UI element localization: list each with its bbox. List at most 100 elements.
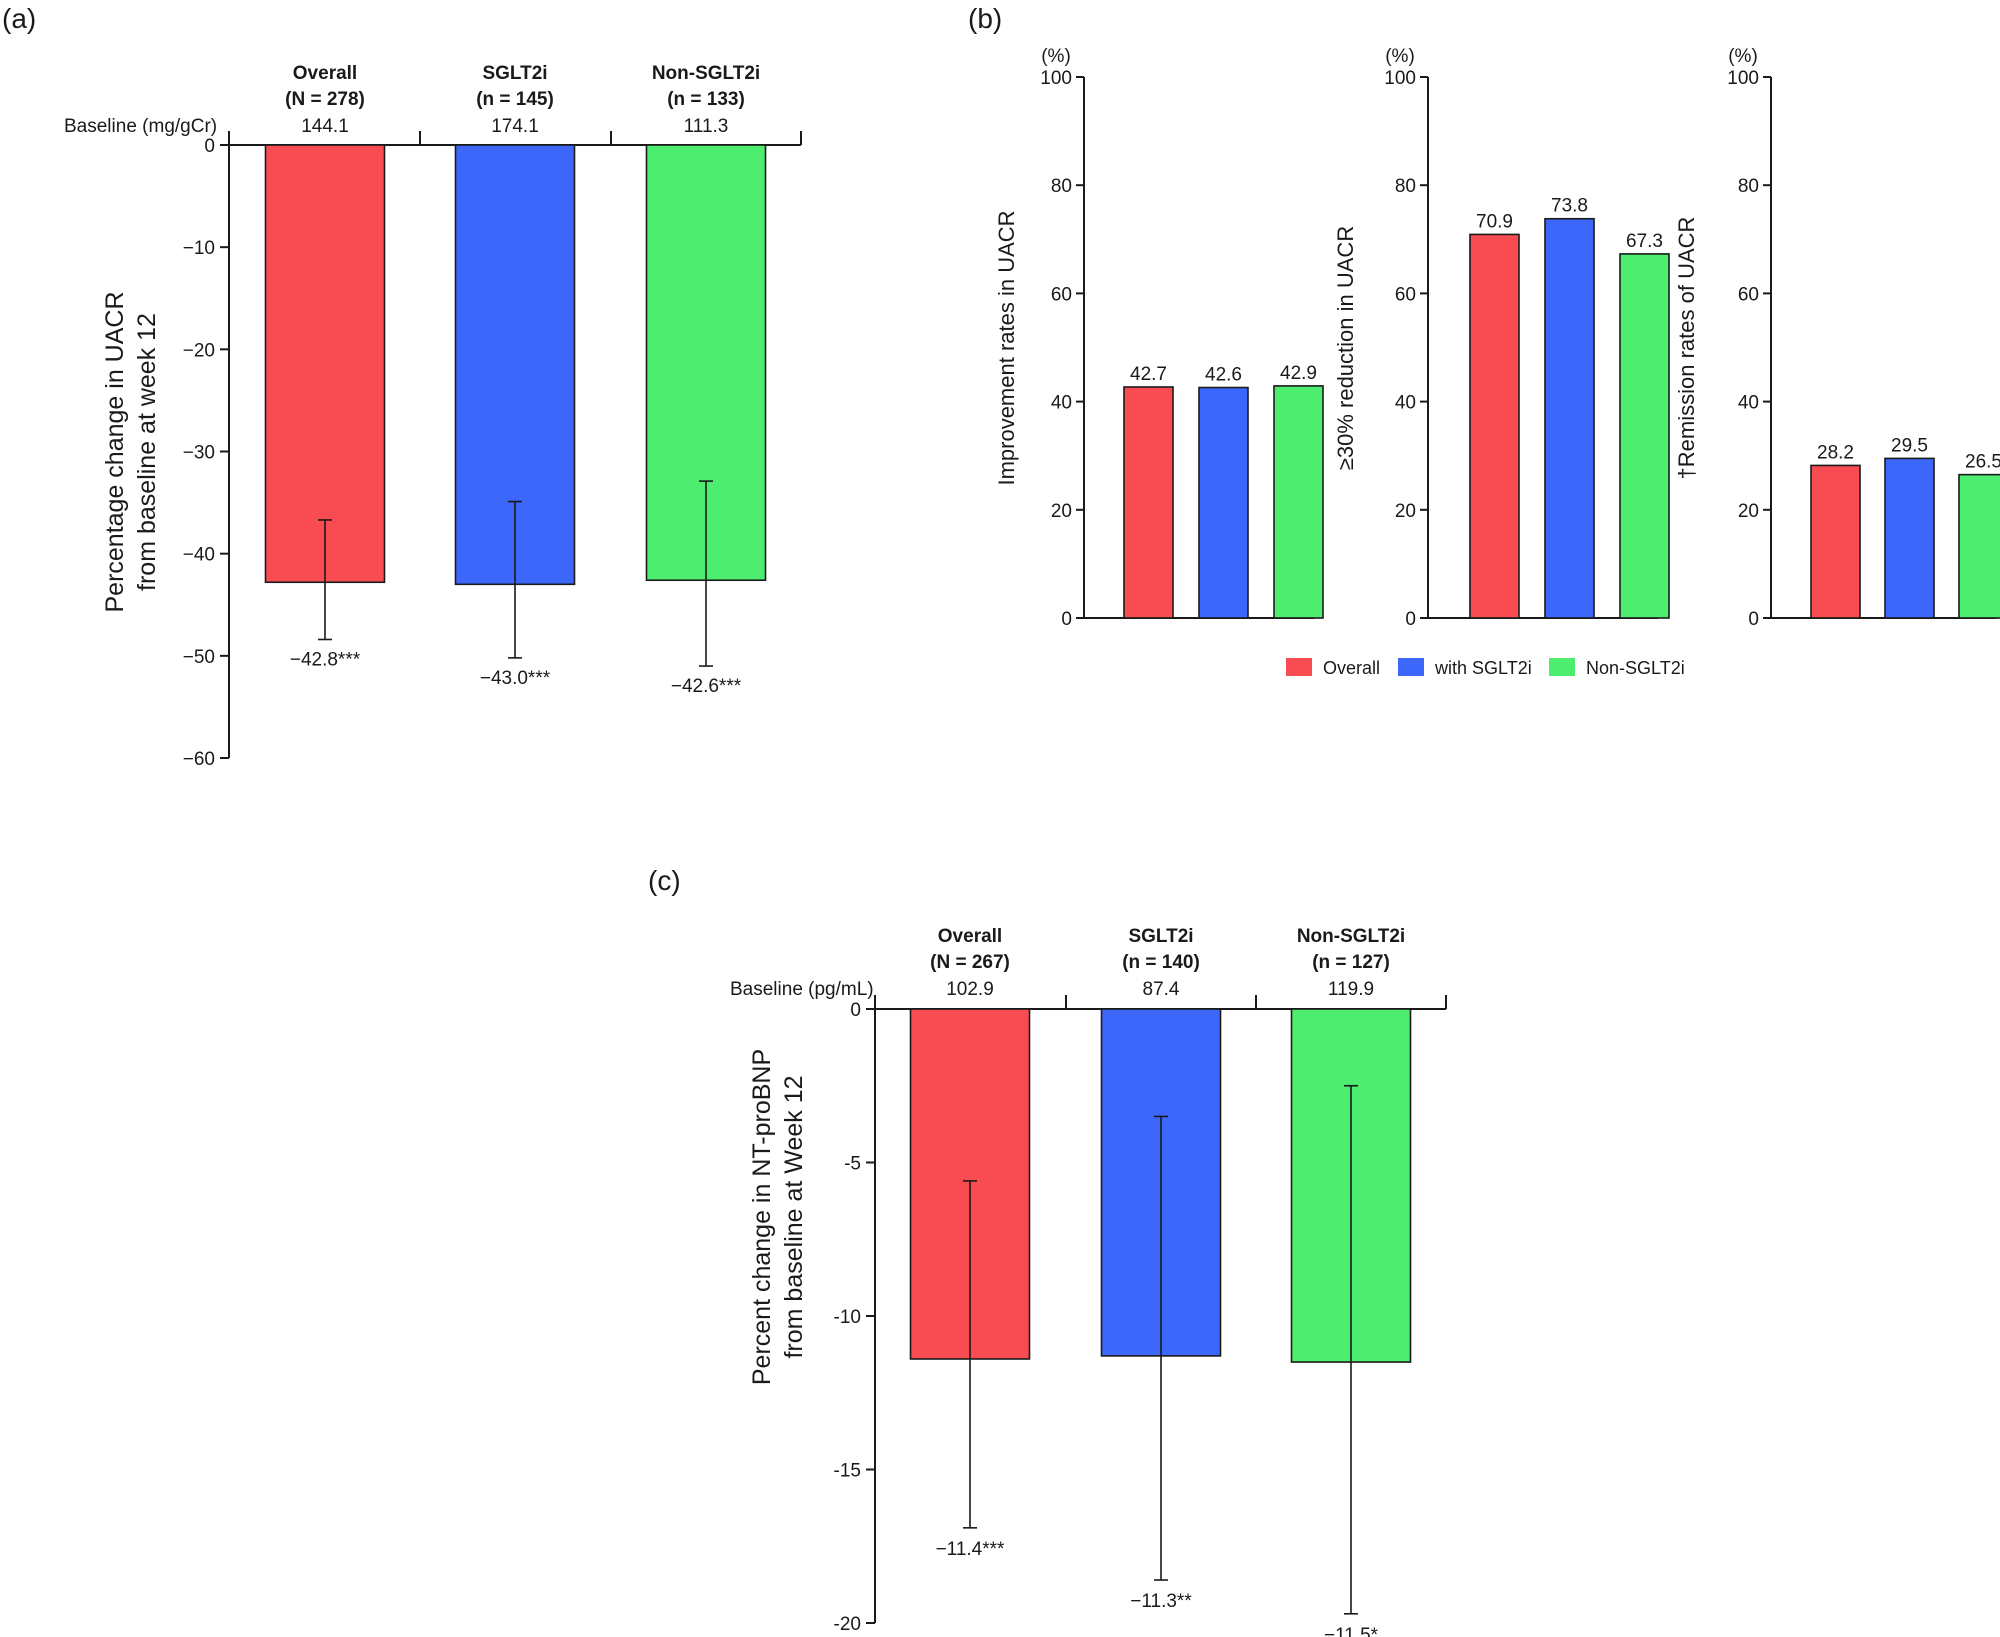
c-group-name-non-sglt2i: Non-SGLT2i: [1297, 926, 1405, 947]
b-unit-label: (%): [1041, 46, 1071, 67]
b-bar-3-overall: [1810, 464, 1861, 619]
a-group-name-overall: Overall: [293, 63, 357, 84]
legend-swatch-overall: [1286, 658, 1312, 676]
c-baseline-sglt2i: 87.4: [1143, 979, 1180, 1000]
panel-b-legend: Overall with SGLT2i Non-SGLT2i: [1286, 658, 1685, 678]
c-baseline-non-sglt2i: 119.9: [1328, 979, 1374, 1000]
b-value-label: 73.8: [1551, 196, 1588, 217]
b-ytick-label: 40: [1395, 393, 1416, 414]
b-ylabel-3: †Remission rates of UACR: [1674, 217, 1699, 480]
b-bar-2-with-sglt2i: [1544, 217, 1595, 619]
b-ytick-label: 80: [1051, 176, 1072, 197]
a-group-name-sglt2i: SGLT2i: [482, 63, 547, 84]
b-value-label: 28.2: [1817, 442, 1854, 463]
b-ytick-label: 60: [1395, 284, 1416, 305]
b-ytick-label: 60: [1738, 284, 1759, 305]
legend-label-sglt2i: with SGLT2i: [1434, 658, 1532, 678]
b-ytick-label: 100: [1384, 68, 1416, 89]
a-group-name-non-sglt2i: Non-SGLT2i: [652, 63, 760, 84]
a-ytick-label: 0: [204, 136, 215, 157]
a-value-label-sglt2i: −43.0***: [480, 668, 551, 689]
a-group-n-sglt2i: (n = 145): [476, 89, 554, 110]
panel-a-label: (a): [2, 3, 36, 34]
b-ytick-label: 40: [1738, 393, 1759, 414]
legend-label-overall: Overall: [1323, 658, 1380, 678]
panel-a-bars: Overall (N = 278) 144.1 −42.8*** SGLT2i (n = …: [264, 63, 767, 697]
panel-c-ylabel-line2: from baseline at Week 12: [780, 1075, 808, 1358]
b-bar-1-overall: [1123, 386, 1174, 619]
b-ytick-label: 100: [1727, 68, 1759, 89]
b-bar-1-with-sglt2i: [1198, 386, 1249, 619]
panel-a-baseline-label: Baseline (mg/gCr): [64, 116, 217, 137]
c-group-n-non-sglt2i: (n = 127): [1312, 952, 1390, 973]
b-ytick-label: 60: [1051, 284, 1072, 305]
panel-c-ylabel-line1: Percent change in NT-proBNP: [748, 1049, 776, 1385]
panel-c: (c) 0 -5 -10 -15 -20 Overall (N = 267) 102.9 −1…: [648, 865, 1447, 1637]
b-value-label: 67.3: [1626, 231, 1663, 252]
a-value-label-non-sglt2i: −42.6***: [671, 676, 742, 697]
panel-a-ylabel-line2: from baseline at week 12: [133, 313, 161, 591]
a-ytick-label: −30: [183, 443, 215, 464]
b-bar-1-non-sglt2i: [1273, 385, 1324, 619]
b-bar-3-with-sglt2i: [1884, 457, 1935, 619]
b-unit-label: (%): [1728, 46, 1758, 67]
a-ytick-label: −40: [183, 545, 215, 566]
b-value-label: 42.7: [1130, 364, 1167, 385]
panel-c-baseline-label: Baseline (pg/mL): [730, 979, 874, 1000]
b-value-label: 42.9: [1280, 363, 1317, 384]
legend-swatch-sglt2i: [1398, 658, 1424, 676]
b-value-label: 26.5: [1965, 452, 2000, 473]
b-value-label: 29.5: [1891, 435, 1928, 456]
b-bar-2-non-sglt2i: [1619, 253, 1670, 619]
b-ytick-label: 80: [1395, 176, 1416, 197]
b-ytick-label: 0: [1748, 609, 1759, 630]
c-value-label-overall: −11.4***: [936, 1539, 1005, 1560]
b-unit-label: (%): [1385, 46, 1415, 67]
c-group-name-overall: Overall: [938, 926, 1002, 947]
b-subplot-3: 0 20 40 60 80 100(%) †Remission rates of UACR 2…: [1674, 46, 2000, 630]
c-value-label-sglt2i: −11.3**: [1130, 1591, 1192, 1612]
c-group-n-overall: (N = 267): [930, 952, 1010, 973]
legend-label-non-sglt2i: Non-SGLT2i: [1586, 658, 1685, 678]
a-ytick-label: −60: [183, 749, 215, 770]
a-ytick-label: −20: [183, 340, 215, 361]
a-group-n-overall: (N = 278): [285, 89, 365, 110]
b-ytick-label: 0: [1061, 609, 1072, 630]
b-ytick-label: 20: [1395, 501, 1416, 522]
b-subplot-1: 0 20 40 60 80 100(%) Improvement rates in UACR…: [994, 46, 1324, 630]
c-ytick-label: 0: [850, 1000, 861, 1021]
b-ytick-label: 100: [1040, 68, 1072, 89]
panel-a-ylabel-line1: Percentage change in UACR: [101, 291, 129, 612]
panel-b-label: (b): [968, 3, 1002, 34]
panel-a: (a) 0 −10 −20 −30 −40 −50 −60 Overall (N = 278)…: [2, 3, 802, 770]
b-ytick-label: 80: [1738, 176, 1759, 197]
a-baseline-overall: 144.1: [301, 116, 349, 137]
c-value-label-non-sglt2i: −11.5*: [1324, 1625, 1379, 1637]
b-bar-3-non-sglt2i: [1958, 473, 2000, 619]
b-ytick-label: 20: [1051, 501, 1072, 522]
a-group-n-non-sglt2i: (n = 133): [667, 89, 745, 110]
legend-swatch-non-sglt2i: [1549, 658, 1575, 676]
c-ytick-label: -15: [834, 1461, 861, 1482]
b-subplot-2: 0 20 40 60 80 100(%) ≥30% reduction in UACR 70.…: [1333, 46, 1670, 630]
b-bar-2-overall: [1469, 233, 1520, 619]
a-bar-overall: [264, 144, 386, 584]
b-value-label: 70.9: [1476, 211, 1513, 232]
a-ytick-label: −10: [183, 238, 215, 259]
panel-c-bars: Overall (N = 267) 102.9 −11.4*** SGLT2i (n = …: [909, 926, 1412, 1637]
c-ytick-label: -5: [844, 1154, 861, 1175]
panel-c-label: (c): [648, 865, 681, 896]
b-ylabel-1: Improvement rates in UACR: [994, 210, 1019, 485]
a-ytick-label: −50: [183, 647, 215, 668]
a-value-label-overall: −42.8***: [290, 649, 361, 670]
b-ylabel-2: ≥30% reduction in UACR: [1333, 226, 1358, 470]
c-group-n-sglt2i: (n = 140): [1122, 952, 1200, 973]
b-value-label: 42.6: [1205, 365, 1242, 386]
b-ytick-label: 0: [1405, 609, 1416, 630]
c-ytick-label: -20: [834, 1614, 861, 1635]
c-baseline-overall: 102.9: [946, 979, 994, 1000]
b-ytick-label: 20: [1738, 501, 1759, 522]
